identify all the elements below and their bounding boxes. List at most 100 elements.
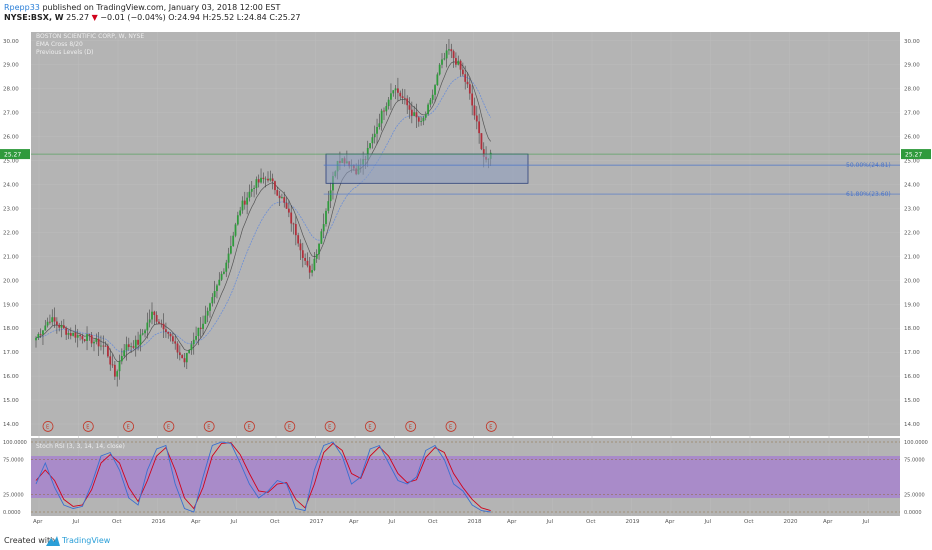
- candle-body: [260, 177, 262, 183]
- candle-body: [318, 243, 320, 255]
- x-tick-label: Oct: [586, 519, 596, 525]
- y-tick-label-left: 23.00: [3, 206, 19, 212]
- candle-body: [104, 345, 107, 347]
- tradingview-logo[interactable]: TradingView: [46, 533, 126, 547]
- candle-body: [380, 110, 383, 124]
- x-tick-label: Apr: [191, 519, 201, 525]
- candle-body: [413, 112, 416, 116]
- candle-body: [44, 325, 47, 331]
- earnings-marker: [123, 421, 135, 432]
- candle-body: [162, 323, 165, 330]
- candle-body: [190, 344, 193, 351]
- candle-body: [155, 314, 158, 322]
- y-tick-label-right: 17.00: [904, 350, 920, 356]
- candle-body: [255, 179, 258, 188]
- candle-body: [79, 334, 81, 337]
- candle-body: [438, 64, 441, 75]
- price-chart[interactable]: 30.00 30.00 29.00 29.00 28.00 28.00 27.00 27.00…: [0, 24, 932, 531]
- x-tick-label: Apr: [823, 519, 833, 525]
- candle-body: [178, 352, 181, 356]
- earnings-marker: [163, 421, 175, 432]
- candle-body: [246, 197, 249, 205]
- last-price: 25.27: [66, 13, 90, 22]
- candle-body: [111, 364, 114, 366]
- candle-body: [158, 321, 160, 324]
- candle-body: [125, 344, 128, 351]
- y-tick-label-right: 14.00: [904, 422, 920, 428]
- candle-body: [171, 336, 174, 342]
- candle-body: [448, 49, 450, 51]
- candle-body: [223, 271, 225, 274]
- candle-body: [69, 333, 72, 336]
- candle-body: [97, 338, 100, 347]
- x-tick-label: 2018: [468, 519, 482, 525]
- candle-body: [420, 121, 423, 123]
- candle-body: [369, 143, 371, 148]
- candle-body: [471, 93, 474, 106]
- candle-body: [165, 329, 167, 333]
- price-pane: [31, 32, 900, 436]
- candle-body: [327, 201, 330, 211]
- rsi-tick-left: 100.0000: [3, 440, 27, 446]
- candle-body: [292, 223, 295, 225]
- earnings-marker: [445, 421, 457, 432]
- earnings-marker: [284, 421, 296, 432]
- rsi-tick-left: 25.0000: [3, 493, 24, 499]
- candle-body: [441, 59, 443, 65]
- candle-body: [290, 212, 293, 224]
- candle-body: [127, 344, 130, 348]
- candle-body: [276, 190, 279, 196]
- candle-body: [253, 187, 255, 189]
- candle-body: [185, 352, 188, 363]
- candle-body: [461, 69, 464, 75]
- candle-body: [100, 345, 102, 347]
- earnings-marker: [485, 421, 497, 432]
- candle-body: [480, 133, 483, 150]
- candle-body: [257, 179, 260, 183]
- candle-body: [473, 105, 476, 116]
- earnings-marker: [364, 421, 376, 432]
- candle-body: [74, 332, 77, 338]
- x-tick-label: 2017: [310, 519, 324, 525]
- y-tick-label-left: 20.00: [3, 278, 19, 284]
- candle-body: [116, 371, 119, 377]
- y-tick-label-right: 16.00: [904, 374, 920, 380]
- candle-body: [445, 50, 448, 59]
- author-link[interactable]: Rpepp33: [4, 3, 40, 12]
- x-tick-label: Oct: [112, 519, 122, 525]
- candle-body: [232, 235, 235, 246]
- symbol-label: NYSE:BSX, W: [4, 13, 64, 22]
- candle-body: [55, 321, 58, 325]
- candle-body: [160, 323, 163, 325]
- candle-body: [322, 224, 325, 232]
- y-tick-label-right: 15.00: [904, 398, 920, 404]
- x-tick-label: 2020: [784, 519, 798, 525]
- candle-body: [107, 345, 109, 357]
- y-tick-label-right: 22.00: [904, 230, 920, 236]
- candle-body: [285, 202, 288, 209]
- candle-body: [267, 178, 269, 181]
- x-tick-label: Oct: [428, 519, 438, 525]
- candle-body: [306, 260, 309, 266]
- earnings-marker: [244, 421, 255, 432]
- x-tick-label: Jul: [704, 519, 712, 525]
- support-zone: [325, 153, 529, 184]
- rsi-tick-left: 0.0000: [3, 510, 21, 516]
- candle-body: [195, 336, 197, 340]
- candle-body: [204, 315, 207, 324]
- candle-body: [394, 88, 397, 91]
- candle-body: [188, 350, 191, 353]
- y-tick-label-left: 26.00: [3, 135, 19, 141]
- candle-body: [123, 350, 126, 356]
- change-arrow: ▼: [91, 13, 98, 22]
- candle-body: [325, 210, 327, 225]
- candle-body: [199, 327, 202, 329]
- tradingview-icon: [46, 536, 60, 546]
- candle-body: [65, 328, 68, 335]
- y-tick-label-left: 16.00: [3, 374, 19, 380]
- candle-body: [95, 338, 98, 342]
- y-tick-label-right: 20.00: [904, 278, 920, 284]
- candle-body: [132, 346, 135, 348]
- footer: Created with TradingView: [0, 531, 932, 550]
- earnings-marker-label: E: [409, 424, 412, 430]
